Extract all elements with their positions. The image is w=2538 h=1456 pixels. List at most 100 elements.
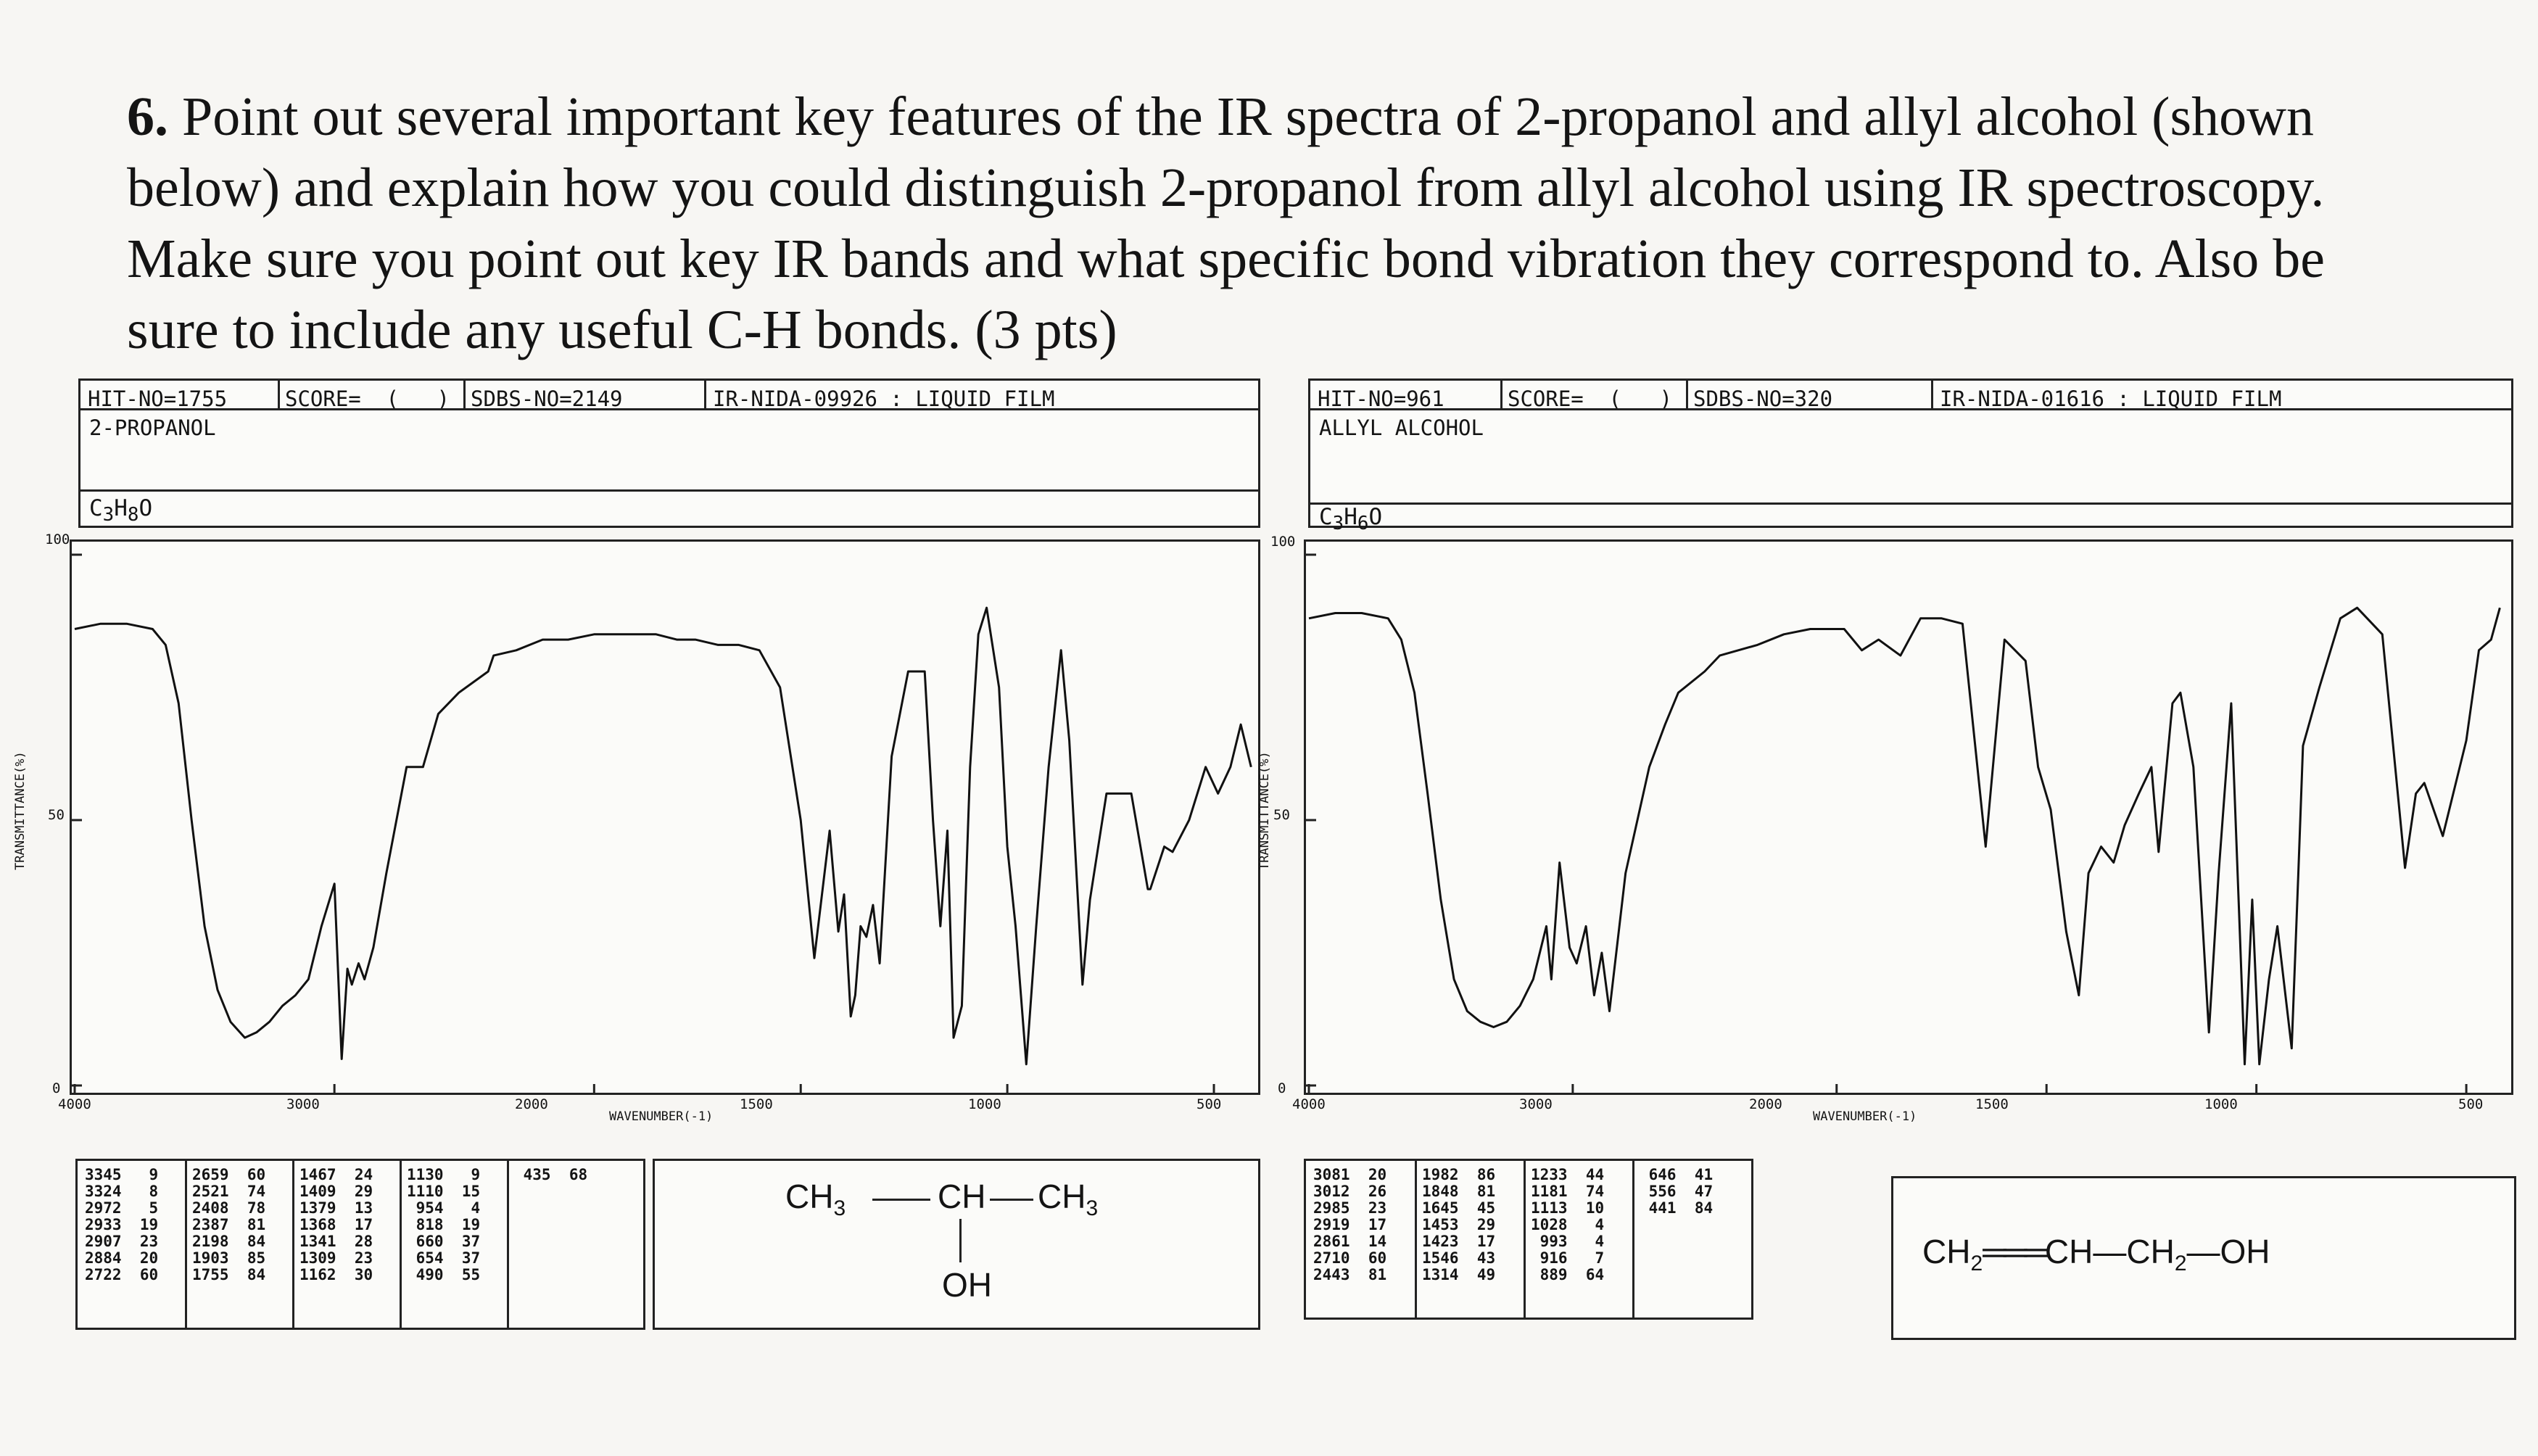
x-axis-label: WAVENUMBER(-1) (609, 1109, 714, 1124)
hit-no: HIT-NO=961 (1318, 386, 1444, 411)
peak-entry: 646 41 (1640, 1166, 1714, 1183)
peak-entry: 1309 23 (299, 1249, 373, 1267)
peak-entry: 818 19 (407, 1216, 481, 1233)
y-tick-100: 100 (1270, 534, 1296, 550)
peak-entry: 2443 81 (1313, 1266, 1387, 1283)
peak-entry: 2387 81 (192, 1216, 266, 1233)
peak-column: 2659 60 2521 74 2408 78 2387 81 2198 84 1903 … (192, 1167, 265, 1283)
peak-column: 435 68 (514, 1166, 588, 1183)
x-tick-2000: 2000 (1749, 1096, 1782, 1112)
x-tick-3000: 3000 (1519, 1096, 1553, 1112)
peak-entry: 654 37 (407, 1249, 481, 1267)
peak-column: 646 41 556 47 441 84 (1640, 1166, 1714, 1217)
x-tick-2000: 2000 (515, 1096, 548, 1112)
question-number: 6. (127, 86, 168, 147)
x-tick-500: 500 (2458, 1096, 2484, 1112)
peak-entry: 1110 15 (407, 1183, 481, 1200)
peak-entry: 993 4 (1531, 1233, 1605, 1250)
score: SCORE= ( ) (1508, 386, 1672, 411)
peak-entry: 2659 60 (192, 1166, 266, 1183)
y-tick-50: 50 (48, 807, 65, 823)
peak-entry: 1162 30 (299, 1266, 373, 1283)
peak-entry: 1645 45 (1422, 1199, 1496, 1217)
x-axis-label: WAVENUMBER(-1) (1813, 1109, 1917, 1124)
molecular-formula: C3H6O (1319, 504, 1383, 535)
peak-entry: 1755 84 (192, 1266, 266, 1283)
structure-box-allyl: CH2═══CH—CH2—OH (1891, 1176, 2516, 1340)
question-body: Point out several important key features… (127, 86, 2325, 360)
peak-table-allyl: 3081 20 3012 26 2985 23 2919 17 2861 14 2710 … (1304, 1159, 1753, 1320)
peak-entry: 2198 84 (192, 1233, 266, 1250)
peak-entry: 1028 4 (1531, 1216, 1605, 1233)
peak-entry: 556 47 (1640, 1183, 1714, 1200)
spectrum-line (74, 606, 1252, 1066)
structure-right: CH3 (1038, 1178, 1099, 1221)
y-tick-50: 50 (1273, 807, 1290, 823)
structure-box-propanol: CH3 CH CH3 OH (653, 1159, 1260, 1330)
y-tick-0: 0 (52, 1080, 61, 1096)
structure-left: CH3 (785, 1178, 846, 1221)
peak-entry: 916 7 (1531, 1249, 1605, 1267)
peak-entry: 1368 17 (299, 1216, 373, 1233)
structure-substituent: OH (942, 1266, 992, 1304)
peak-entry: 2722 60 (85, 1266, 159, 1283)
peak-entry: 1379 13 (299, 1199, 373, 1217)
peak-entry: 1341 28 (299, 1233, 373, 1250)
hit-no: HIT-NO=1755 (88, 386, 228, 411)
peak-entry: 2521 74 (192, 1183, 266, 1200)
sdbs-no: SDBS-NO=320 (1693, 386, 1833, 411)
x-tick-1500: 1500 (740, 1096, 773, 1112)
spectrum-plot-propanol (70, 539, 1260, 1095)
peak-entry: 2884 20 (85, 1249, 159, 1267)
x-tick-1000: 1000 (2204, 1096, 2238, 1112)
peak-entry: 490 55 (407, 1266, 481, 1283)
peak-entry: 2861 14 (1313, 1233, 1387, 1250)
peak-entry: 3081 20 (1313, 1166, 1387, 1183)
peak-entry: 1982 86 (1422, 1166, 1496, 1183)
compound-name: ALLYL ALCOHOL (1319, 415, 1484, 440)
sdbs-no: SDBS-NO=2149 (471, 386, 623, 411)
y-tick-0: 0 (1278, 1080, 1286, 1096)
question-text: 6. Point out several important key featu… (127, 81, 2339, 365)
peak-entry: 2933 19 (85, 1216, 159, 1233)
spectrum-svg-allyl (1306, 553, 2501, 1093)
peak-column: 1233 44 1181 74 1113 10 1028 4 993 4 916 7 … (1531, 1167, 1604, 1283)
peak-column: 3081 20 3012 26 2985 23 2919 17 2861 14 2710 … (1313, 1167, 1386, 1283)
peak-entry: 3324 8 (85, 1183, 159, 1200)
peak-entry: 2907 23 (85, 1233, 159, 1250)
peak-column: 1130 9 1110 15 954 4 818 19 660 37 654 37… (407, 1167, 480, 1283)
peak-column: 1467 24 1409 29 1379 13 1368 17 1341 28 1309 … (299, 1167, 373, 1283)
peak-entry: 1423 17 (1422, 1233, 1496, 1250)
peak-entry: 889 64 (1531, 1266, 1605, 1283)
structure-middle: CH (938, 1178, 986, 1215)
peak-entry: 1130 9 (407, 1166, 481, 1183)
structure-formula: CH2═══CH—CH2—OH (1922, 1233, 2270, 1276)
peak-entry: 1113 10 (1531, 1199, 1605, 1217)
peak-entry: 1233 44 (1531, 1166, 1605, 1183)
x-tick-1000: 1000 (968, 1096, 1001, 1112)
peak-entry: 3012 26 (1313, 1183, 1387, 1200)
peak-entry: 954 4 (407, 1199, 481, 1217)
peak-entry: 2972 5 (85, 1199, 159, 1217)
y-axis-label: TRANSMITTANCE(%) (13, 751, 28, 870)
peak-entry: 1409 29 (299, 1183, 373, 1200)
peak-entry: 435 68 (514, 1166, 588, 1183)
spectrum-svg-propanol (72, 553, 1252, 1093)
score: SCORE= ( ) (285, 386, 450, 411)
header-allyl: HIT-NO=961 SCORE= ( ) SDBS-NO=320 IR-NID… (1308, 379, 2513, 534)
peak-entry: 3345 9 (85, 1166, 159, 1183)
peak-entry: 2710 60 (1313, 1249, 1387, 1267)
spectrum-line (1308, 606, 2501, 1066)
x-tick-1500: 1500 (1975, 1096, 2009, 1112)
peak-entry: 1546 43 (1422, 1249, 1496, 1267)
peak-entry: 1903 85 (192, 1249, 266, 1267)
peak-column: 3345 9 3324 8 2972 5 2933 19 2907 23 2884 20 2… (85, 1167, 158, 1283)
peak-entry: 1453 29 (1422, 1216, 1496, 1233)
y-axis-label: TRANSMITTANCE(%) (1257, 751, 1272, 870)
peak-entry: 1467 24 (299, 1166, 373, 1183)
peak-entry: 2408 78 (192, 1199, 266, 1217)
peak-entry: 2985 23 (1313, 1199, 1387, 1217)
ir-nida: IR-NIDA-01616 : LIQUID FILM (1940, 386, 2282, 411)
x-tick-500: 500 (1196, 1096, 1222, 1112)
x-tick-4000: 4000 (58, 1096, 91, 1112)
